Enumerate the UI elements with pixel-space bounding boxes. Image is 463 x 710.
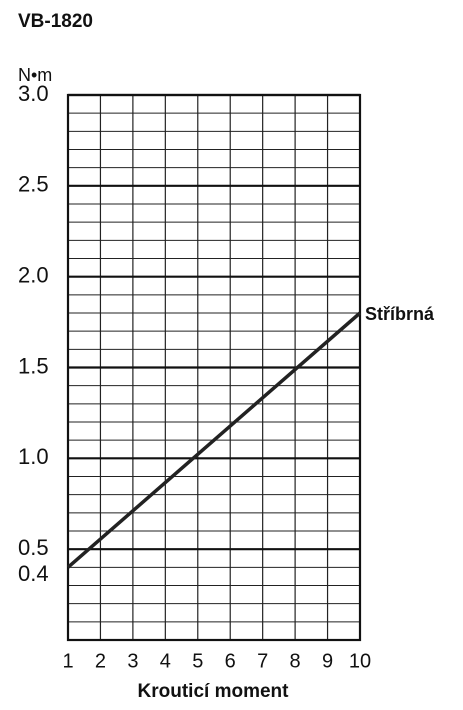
y-tick-label: 3.0 — [18, 81, 49, 106]
y-tick-label: 2.0 — [18, 262, 49, 287]
y-tick-label: 2.5 — [18, 172, 49, 197]
x-tick-label: 7 — [257, 650, 268, 672]
x-tick-label: 9 — [322, 650, 333, 672]
x-tick-label: 10 — [349, 650, 371, 672]
x-tick-label: 6 — [225, 650, 236, 672]
series-label: Stříbrná — [365, 304, 435, 324]
chart-title: VB-1820 — [18, 11, 93, 32]
y-tick-label: 0.4 — [18, 561, 49, 586]
plot-frame — [66, 93, 362, 642]
x-tick-label: 4 — [160, 650, 171, 672]
x-tick-label: 8 — [290, 650, 301, 672]
x-tick-label: 2 — [95, 650, 106, 672]
y-tick-label: 1.0 — [18, 444, 49, 469]
x-tick-label: 5 — [192, 650, 203, 672]
x-tick-label: 3 — [127, 650, 138, 672]
x-tick-label: 1 — [62, 650, 73, 672]
x-axis-label: Krouticí moment — [138, 681, 290, 702]
y-unit: N•m — [18, 65, 52, 85]
y-tick-label: 1.5 — [18, 353, 49, 378]
series-line — [66, 311, 362, 569]
y-tick-label: 0.5 — [18, 535, 49, 560]
